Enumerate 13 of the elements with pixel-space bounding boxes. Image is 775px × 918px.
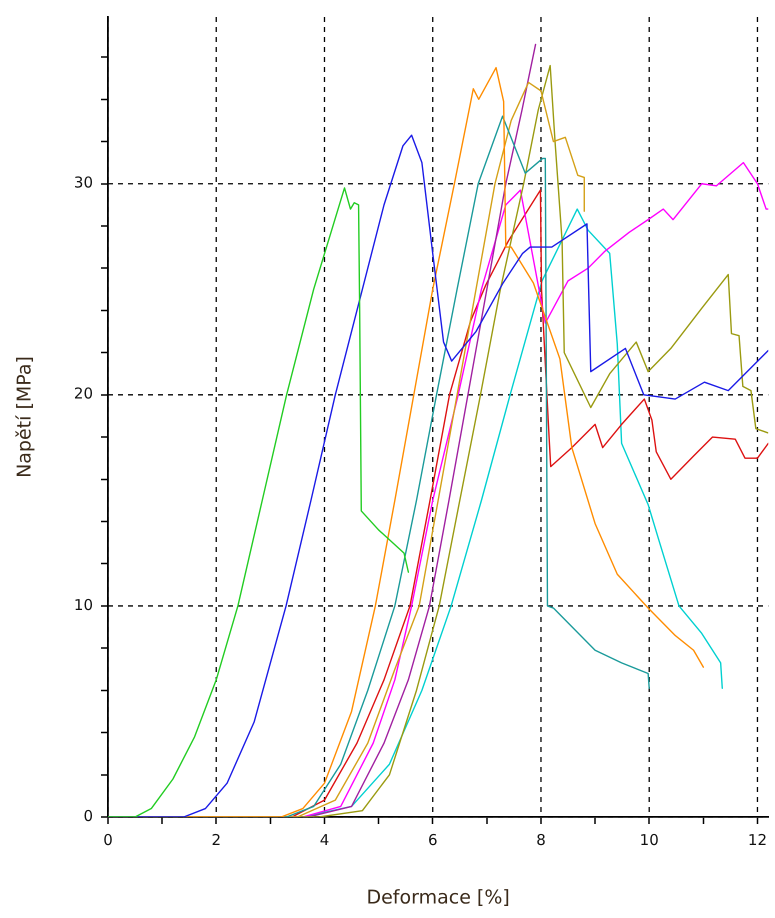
y-tick-label: 30 — [74, 174, 93, 192]
y-tick-label: 20 — [74, 384, 93, 403]
x-tick-label: 6 — [428, 830, 438, 849]
x-tick-label: 4 — [320, 830, 330, 849]
y-axis-title: Napětí [MPa] — [13, 356, 36, 478]
x-tick-label: 10 — [640, 830, 659, 849]
x-tick-label: 0 — [103, 830, 113, 849]
x-tick-label: 12 — [748, 830, 768, 849]
x-tick-label: 8 — [536, 830, 546, 849]
y-tick-label: 10 — [74, 596, 93, 614]
x-axis-title: Deformace [%] — [366, 886, 510, 909]
y-tick-label: 0 — [83, 806, 93, 825]
x-tick-label: 2 — [211, 830, 222, 849]
